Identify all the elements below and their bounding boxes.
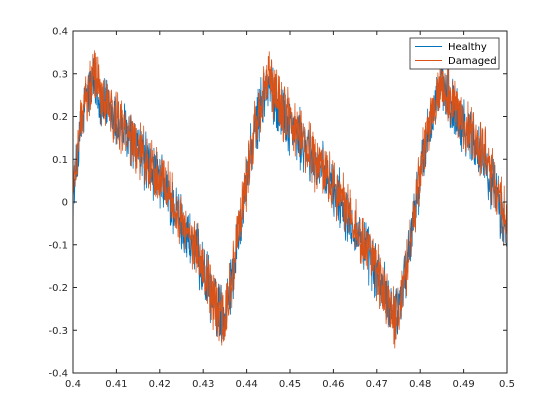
legend-box xyxy=(409,37,500,70)
y-axis-ticks: -0.4 -0.3 -0.2 -0.1 0 0.1 0.2 0.3 0.4 xyxy=(48,27,507,380)
y-tick-label: 0.3 xyxy=(52,69,68,80)
legend-label-damaged: Damaged xyxy=(448,56,497,67)
y-tick-label: -0.3 xyxy=(48,326,68,337)
y-tick-label: 0.4 xyxy=(52,27,68,38)
x-tick-label: 0.49 xyxy=(452,379,474,390)
x-axis-ticks: 0.4 0.41 0.42 0.43 0.44 0.45 0.46 0.47 0.48 0.49 0… xyxy=(65,31,515,390)
x-tick-label: 0.42 xyxy=(149,379,171,390)
series-layer xyxy=(72,50,508,349)
y-tick-label: -0.2 xyxy=(48,283,68,294)
x-tick-label: 0.45 xyxy=(279,379,301,390)
y-tick-label: -0.1 xyxy=(48,240,68,251)
plot-area xyxy=(73,31,507,373)
legend: Healthy Damaged xyxy=(409,37,500,70)
legend-label-healthy: Healthy xyxy=(448,42,487,53)
y-tick-label: -0.4 xyxy=(48,369,68,380)
x-tick-label: 0.41 xyxy=(105,379,127,390)
x-tick-label: 0.43 xyxy=(192,379,214,390)
x-tick-label: 0.44 xyxy=(235,379,257,390)
x-tick-label: 0.48 xyxy=(409,379,431,390)
x-tick-label: 0.47 xyxy=(366,379,388,390)
y-tick-label: 0.2 xyxy=(52,112,68,123)
y-tick-label: 0 xyxy=(62,198,68,209)
series-line-damaged xyxy=(72,50,508,349)
x-tick-label: 0.46 xyxy=(322,379,344,390)
x-tick-label: 0.4 xyxy=(65,379,81,390)
x-tick-label: 0.5 xyxy=(499,379,515,390)
y-tick-label: 0.1 xyxy=(52,155,68,166)
